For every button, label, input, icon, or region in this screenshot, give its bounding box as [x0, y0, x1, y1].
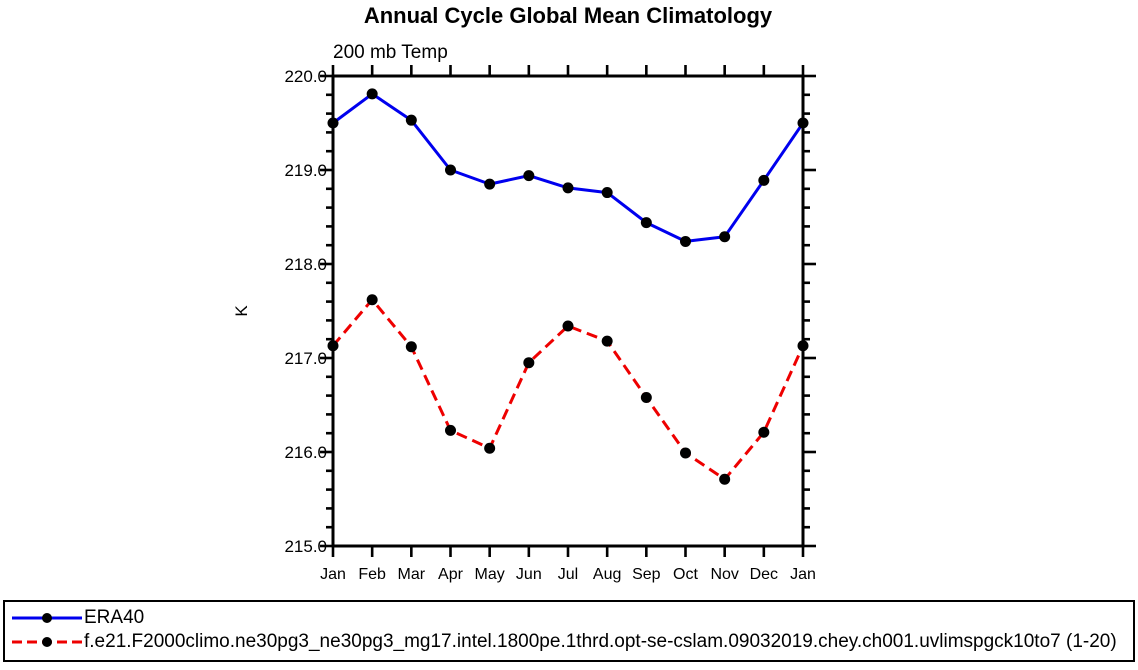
x-tick-label: Mar [398, 566, 426, 583]
x-tick-label: Oct [673, 566, 698, 583]
data-point [523, 170, 535, 182]
x-tick-label: Jul [558, 566, 578, 583]
data-point [405, 114, 417, 126]
chart-title: Annual Cycle Global Mean Climatology [364, 3, 773, 28]
data-point [445, 424, 456, 436]
y-tick-label: 219.0 [284, 161, 327, 180]
data-point [758, 426, 770, 438]
legend-item-era40: ERA40 [10, 606, 144, 630]
legend-line-sample-solid [12, 613, 82, 623]
plot-area: 215.0 216.0 217.0 218.0 219.0 220.0 Jan Feb Mar A… [284, 65, 816, 583]
data-point [758, 174, 770, 186]
y-axis-label: K [232, 305, 251, 317]
data-point [484, 442, 496, 454]
data-point [445, 164, 456, 176]
x-tick-label: Sep [632, 566, 661, 583]
data-point [562, 182, 574, 194]
data-point [719, 473, 731, 485]
legend-item-model-run: f.e21.F2000climo.ne30pg3_ne30pg3_mg17.in… [10, 630, 1117, 654]
legend-marker-dot [42, 637, 52, 647]
data-point [640, 391, 652, 403]
data-point [680, 235, 691, 247]
data-point [366, 294, 378, 306]
y-tick-label: 217.0 [284, 349, 327, 368]
data-point [484, 178, 496, 190]
x-tick-label: Jan [320, 566, 346, 583]
plot-frame [331, 74, 805, 548]
data-point [797, 117, 809, 129]
data-point [327, 117, 339, 129]
y-tick-label: 220.0 [284, 67, 327, 86]
data-point [366, 88, 378, 100]
data-point [601, 187, 613, 199]
data-point [797, 340, 809, 352]
data-point [719, 231, 731, 243]
x-tick-label: Jan [790, 566, 816, 583]
y-tick-label: 218.0 [284, 255, 327, 274]
x-tick-label: Jun [516, 566, 542, 583]
x-tick-label: May [475, 566, 505, 583]
x-tick-label: Nov [710, 566, 738, 583]
data-point [405, 341, 417, 353]
legend-line-sample-dashed [12, 637, 82, 647]
x-tick-label: Dec [750, 566, 778, 583]
data-point [562, 320, 574, 332]
legend-label-era40: ERA40 [84, 607, 145, 628]
x-tick-label: Aug [593, 566, 621, 583]
data-point [680, 447, 691, 459]
legend-label-model-run: f.e21.F2000climo.ne30pg3_ne30pg3_mg17.in… [84, 631, 1117, 652]
data-point [640, 217, 652, 229]
x-tick-label: Apr [438, 566, 464, 583]
chart-subtitle: 200 mb Temp [333, 42, 448, 63]
y-tick-label: 215.0 [284, 537, 327, 556]
legend: ERA40 f.e21.F2000climo.ne30pg3_ne30pg3_m… [3, 600, 1135, 662]
legend-marker-dot [42, 613, 52, 623]
y-tick-label: 216.0 [284, 443, 327, 462]
series-line-era40 [332, 92, 805, 243]
annual-cycle-plot: Annual Cycle Global Mean Climatology 200… [232, 3, 816, 583]
data-point [601, 335, 613, 347]
data-point [327, 340, 339, 352]
data-point [523, 357, 535, 369]
x-tick-label: Feb [358, 566, 386, 583]
